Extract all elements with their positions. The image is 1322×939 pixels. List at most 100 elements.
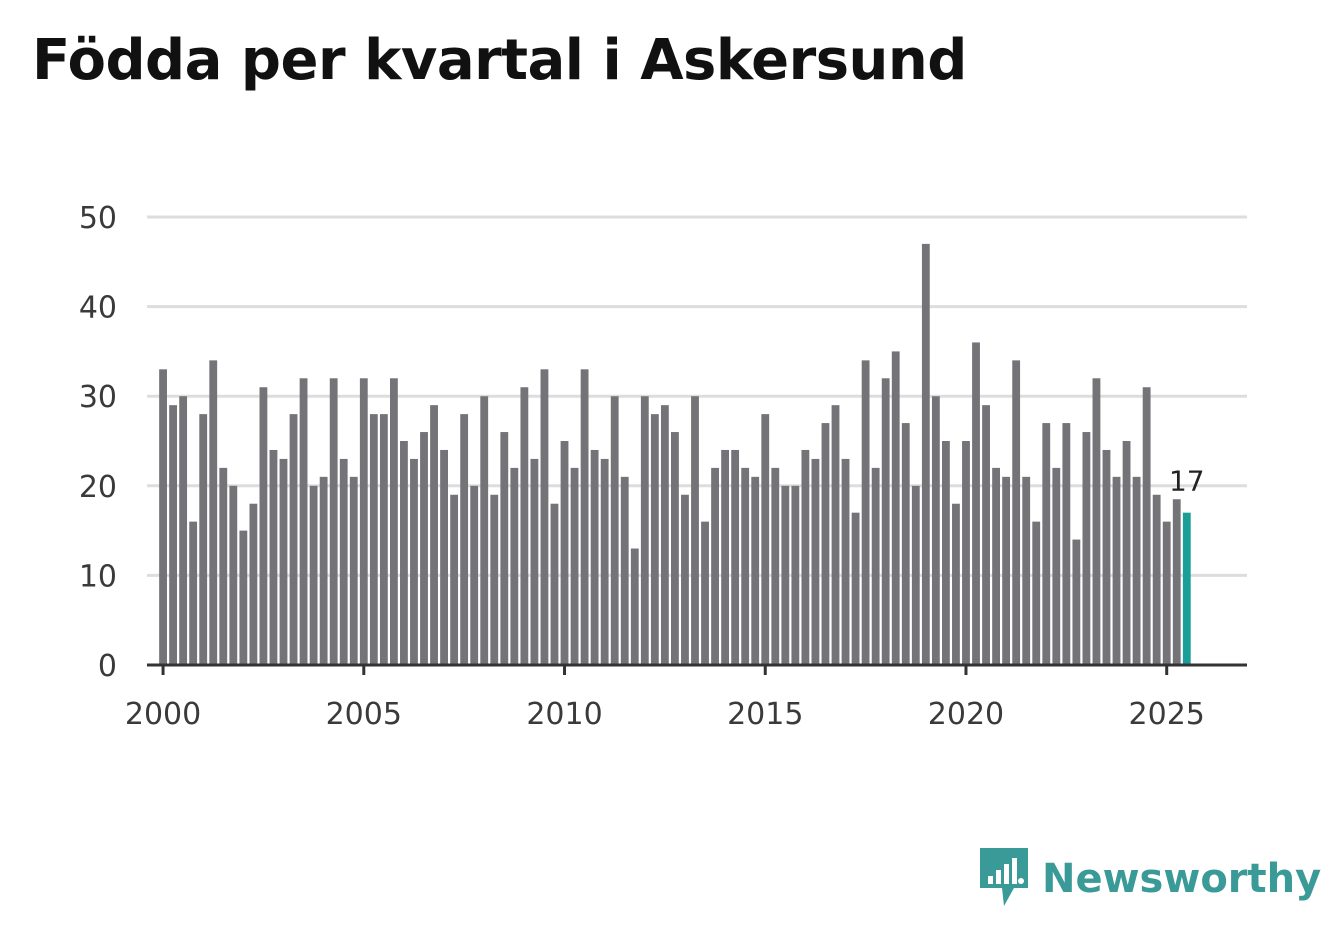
bar-highlight [1182, 512, 1191, 665]
y-axis-ticks: 0 10 20 30 40 50 [79, 201, 117, 684]
bar [480, 396, 489, 665]
bar [931, 396, 940, 665]
bar [269, 449, 278, 665]
bar [881, 378, 890, 665]
bar [400, 441, 408, 665]
bar [460, 414, 469, 665]
x-tick-label: 2005 [326, 697, 402, 732]
bar [992, 467, 1001, 665]
bar [580, 369, 589, 665]
bar [711, 467, 719, 665]
bar [309, 485, 318, 665]
bar [620, 476, 629, 665]
bar [299, 378, 308, 665]
bar [169, 405, 178, 665]
bar [1152, 494, 1161, 665]
y-tick-label: 30 [79, 380, 117, 415]
bar [1062, 423, 1071, 665]
bar [500, 432, 509, 665]
chart-title: Födda per kvartal i Askersund [32, 28, 967, 93]
bar [701, 521, 709, 665]
bar [430, 405, 438, 665]
bar [751, 476, 760, 665]
bar [831, 405, 840, 665]
x-tick-label: 2025 [1129, 697, 1205, 732]
bar [1142, 387, 1151, 665]
bar [681, 494, 689, 665]
newsworthy-logo-icon [980, 848, 1028, 906]
bar [420, 432, 428, 665]
bar [259, 387, 268, 665]
bar [349, 476, 358, 665]
bar [229, 485, 238, 665]
bar [1022, 476, 1031, 665]
bar [901, 423, 910, 665]
x-tick-label: 2010 [526, 697, 602, 732]
y-tick-label: 0 [98, 649, 117, 684]
bar [410, 458, 418, 665]
bar [1172, 499, 1181, 665]
bar [972, 342, 980, 665]
bar [520, 387, 529, 665]
bar [339, 458, 348, 665]
bar [1002, 476, 1011, 665]
brand-name: Newsworthy [1042, 856, 1322, 902]
bar [891, 351, 900, 665]
bar [450, 494, 459, 665]
last-value-label: 17 [1169, 465, 1205, 498]
bar [962, 441, 970, 665]
bar [199, 414, 208, 665]
bars [159, 243, 1191, 665]
bar [490, 494, 499, 665]
bar [871, 467, 880, 665]
bar [329, 378, 338, 665]
bar [540, 369, 549, 665]
bar [209, 360, 218, 665]
bar [470, 485, 479, 665]
bar [1132, 476, 1141, 665]
bar [721, 449, 730, 665]
x-tick-label: 2000 [125, 697, 201, 732]
bar [691, 396, 699, 665]
bar [1072, 539, 1081, 665]
bar [1162, 521, 1171, 665]
bar [379, 414, 388, 665]
bar [159, 369, 167, 665]
x-tick-label: 2015 [727, 697, 803, 732]
bar [1122, 441, 1131, 665]
bar [811, 458, 820, 665]
bar [279, 458, 288, 665]
bar [640, 396, 649, 665]
bar [610, 396, 619, 665]
bar [600, 458, 609, 665]
bar [650, 414, 659, 665]
bar [771, 467, 780, 665]
y-tick-label: 20 [79, 470, 117, 505]
bar [941, 441, 950, 665]
brand-logo: Newsworthy [980, 848, 1321, 910]
bar [1112, 476, 1121, 665]
bar [821, 423, 830, 665]
bar [851, 512, 860, 665]
bar [781, 485, 790, 665]
bar [249, 503, 258, 665]
bar [179, 396, 188, 665]
bar [1042, 423, 1051, 665]
bar [359, 378, 368, 665]
bar [239, 530, 248, 665]
bar [1092, 378, 1101, 665]
y-tick-label: 50 [79, 201, 117, 236]
bar [369, 414, 378, 665]
bar [1082, 432, 1091, 665]
bar [189, 521, 198, 665]
bar [530, 458, 539, 665]
bar [570, 467, 579, 665]
bar [590, 449, 599, 665]
bar [319, 476, 328, 665]
bar [671, 432, 679, 665]
bar [560, 441, 569, 665]
bar [289, 414, 298, 665]
y-tick-label: 40 [79, 291, 117, 326]
bar [660, 405, 669, 665]
